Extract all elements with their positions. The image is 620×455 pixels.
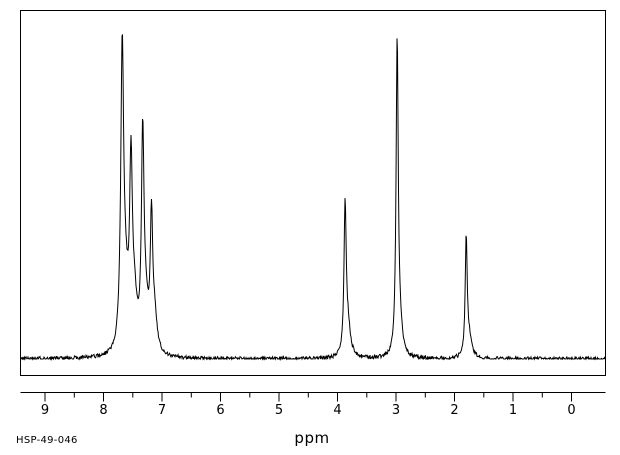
- spectrum-trace-group: [20, 34, 606, 361]
- x-tick-label-7: 7: [158, 403, 166, 418]
- x-tick-label-3: 3: [392, 403, 400, 418]
- x-axis-title: ppm: [294, 429, 329, 447]
- x-tick-label-5: 5: [275, 403, 283, 418]
- x-tick-label-6: 6: [216, 403, 224, 418]
- x-tick-label-8: 8: [99, 403, 107, 418]
- sample-id-label: HSP-49-046: [16, 435, 78, 446]
- x-axis-tick-labels: 9 8 7 6 5 4 3 2 1 0: [41, 403, 576, 418]
- x-tick-label-2: 2: [450, 403, 458, 418]
- x-axis: [20, 392, 606, 402]
- spectrum-trace: [20, 34, 606, 361]
- x-axis-ticks: [44, 392, 572, 402]
- x-tick-label-4: 4: [333, 403, 341, 418]
- x-tick-label-9: 9: [41, 403, 49, 418]
- x-tick-label-0: 0: [567, 403, 575, 418]
- plot-frame: [20, 10, 606, 376]
- x-tick-label-1: 1: [509, 403, 517, 418]
